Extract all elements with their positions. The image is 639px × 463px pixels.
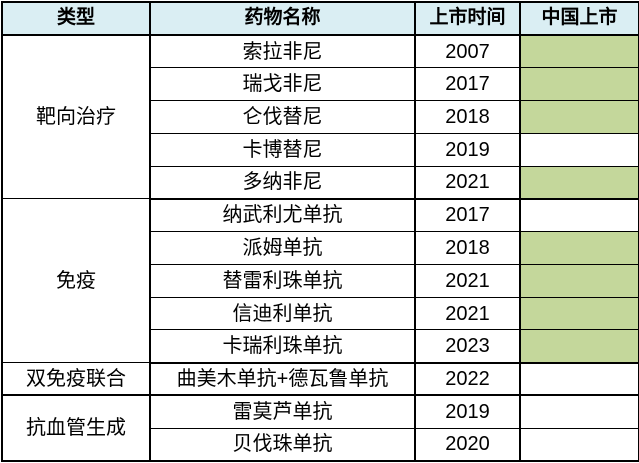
launch-year-cell: 2018 (414, 100, 521, 134)
launch-year-cell: 2007 (414, 34, 521, 69)
table-row: 贝伐珠单抗 2020 (2, 427, 639, 462)
china-listed-cell (519, 394, 639, 429)
drug-name-cell: 索拉非尼 (149, 34, 416, 69)
launch-year-cell: 2021 (414, 263, 521, 298)
table-row: 派姆单抗 2018 (2, 231, 639, 265)
china-listed-cell (519, 34, 639, 69)
drug-name-cell: 信迪利单抗 (149, 296, 416, 331)
china-listed-cell (519, 427, 639, 462)
type-group-cell-targeted-therapy: 靶向治疗 (1, 34, 151, 200)
launch-year-cell: 2018 (414, 231, 521, 265)
table-row: 多纳非尼 2021 (2, 165, 639, 200)
china-listed-cell (519, 296, 639, 331)
drug-name-cell: 贝伐珠单抗 (149, 427, 416, 462)
type-group-cell-immunotherapy: 免疫 (1, 198, 151, 364)
drug-name-cell: 瑞戈非尼 (149, 67, 416, 102)
table-row: 抗血管生成 雷莫芦单抗 2019 (1, 394, 639, 462)
header-cell-drug-name: 药物名称 (149, 1, 416, 36)
china-listed-cell (519, 329, 639, 364)
drug-name-cell: 卡博替尼 (149, 132, 416, 167)
table-row: 免疫 纳武利尤单抗 2017 (1, 198, 639, 364)
launch-year-cell: 2021 (414, 165, 521, 200)
table-row: 瑞戈非尼 2017 (2, 67, 639, 102)
table-row: 靶向治疗 索拉非尼 2007 (1, 34, 639, 200)
table-row: 双免疫联合 曲美木单抗+德瓦鲁单抗 2022 (1, 362, 639, 397)
type-group-cell-dual-immune: 双免疫联合 (1, 362, 151, 397)
china-listed-cell (519, 263, 639, 298)
table-row: 卡瑞利珠单抗 2023 (2, 329, 639, 364)
type-group-cell-anti-angiogenesis: 抗血管生成 (1, 394, 151, 462)
china-listed-cell (519, 198, 639, 233)
china-listed-cell (519, 231, 639, 265)
launch-year-cell: 2020 (414, 427, 521, 462)
launch-year-cell: 2017 (414, 198, 521, 233)
drug-name-cell: 曲美木单抗+德瓦鲁单抗 (149, 362, 416, 397)
launch-year-cell: 2022 (414, 362, 521, 397)
header-cell-china-launch: 中国上市 (519, 1, 639, 36)
launch-year-cell: 2021 (414, 296, 521, 331)
china-listed-cell (519, 132, 639, 167)
drug-name-cell: 替雷利珠单抗 (149, 263, 416, 298)
china-listed-cell (519, 67, 639, 102)
table-row: 卡博替尼 2019 (2, 132, 639, 167)
china-listed-cell (519, 362, 639, 397)
china-listed-cell (519, 100, 639, 134)
table-row: 替雷利珠单抗 2021 (2, 263, 639, 298)
drug-name-cell: 纳武利尤单抗 (149, 198, 416, 233)
launch-year-cell: 2023 (414, 329, 521, 364)
header-cell-launch-time: 上市时间 (414, 1, 521, 36)
launch-year-cell: 2019 (414, 132, 521, 167)
header-row: 类型 药物名称 上市时间 中国上市 (1, 1, 639, 36)
drug-name-cell: 派姆单抗 (149, 231, 416, 265)
launch-year-cell: 2017 (414, 67, 521, 102)
drug-name-cell: 仑伐替尼 (149, 100, 416, 134)
drug-name-cell: 多纳非尼 (149, 165, 416, 200)
table-row: 信迪利单抗 2021 (2, 296, 639, 331)
launch-year-cell: 2019 (414, 394, 521, 429)
china-listed-cell (519, 165, 639, 200)
header-cell-type: 类型 (1, 1, 151, 36)
drug-name-cell: 卡瑞利珠单抗 (149, 329, 416, 364)
table-row: 仑伐替尼 2018 (2, 100, 639, 134)
drug-name-cell: 雷莫芦单抗 (149, 394, 416, 429)
